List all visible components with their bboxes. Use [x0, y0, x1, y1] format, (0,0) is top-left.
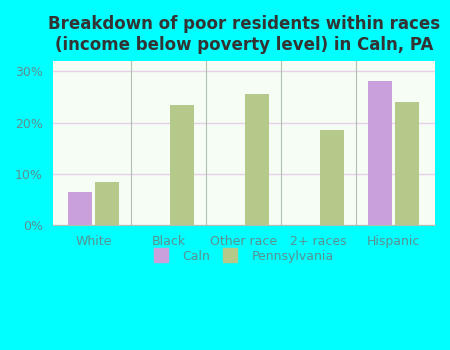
Bar — [170, 105, 194, 225]
Bar — [68, 192, 92, 225]
Bar — [368, 82, 392, 225]
Legend: Caln, Pennsylvania: Caln, Pennsylvania — [149, 245, 339, 268]
Bar — [395, 102, 419, 225]
Bar — [95, 182, 119, 225]
Bar — [245, 94, 269, 225]
Bar — [320, 130, 344, 225]
Title: Breakdown of poor residents within races
(income below poverty level) in Caln, P: Breakdown of poor residents within races… — [48, 15, 440, 54]
